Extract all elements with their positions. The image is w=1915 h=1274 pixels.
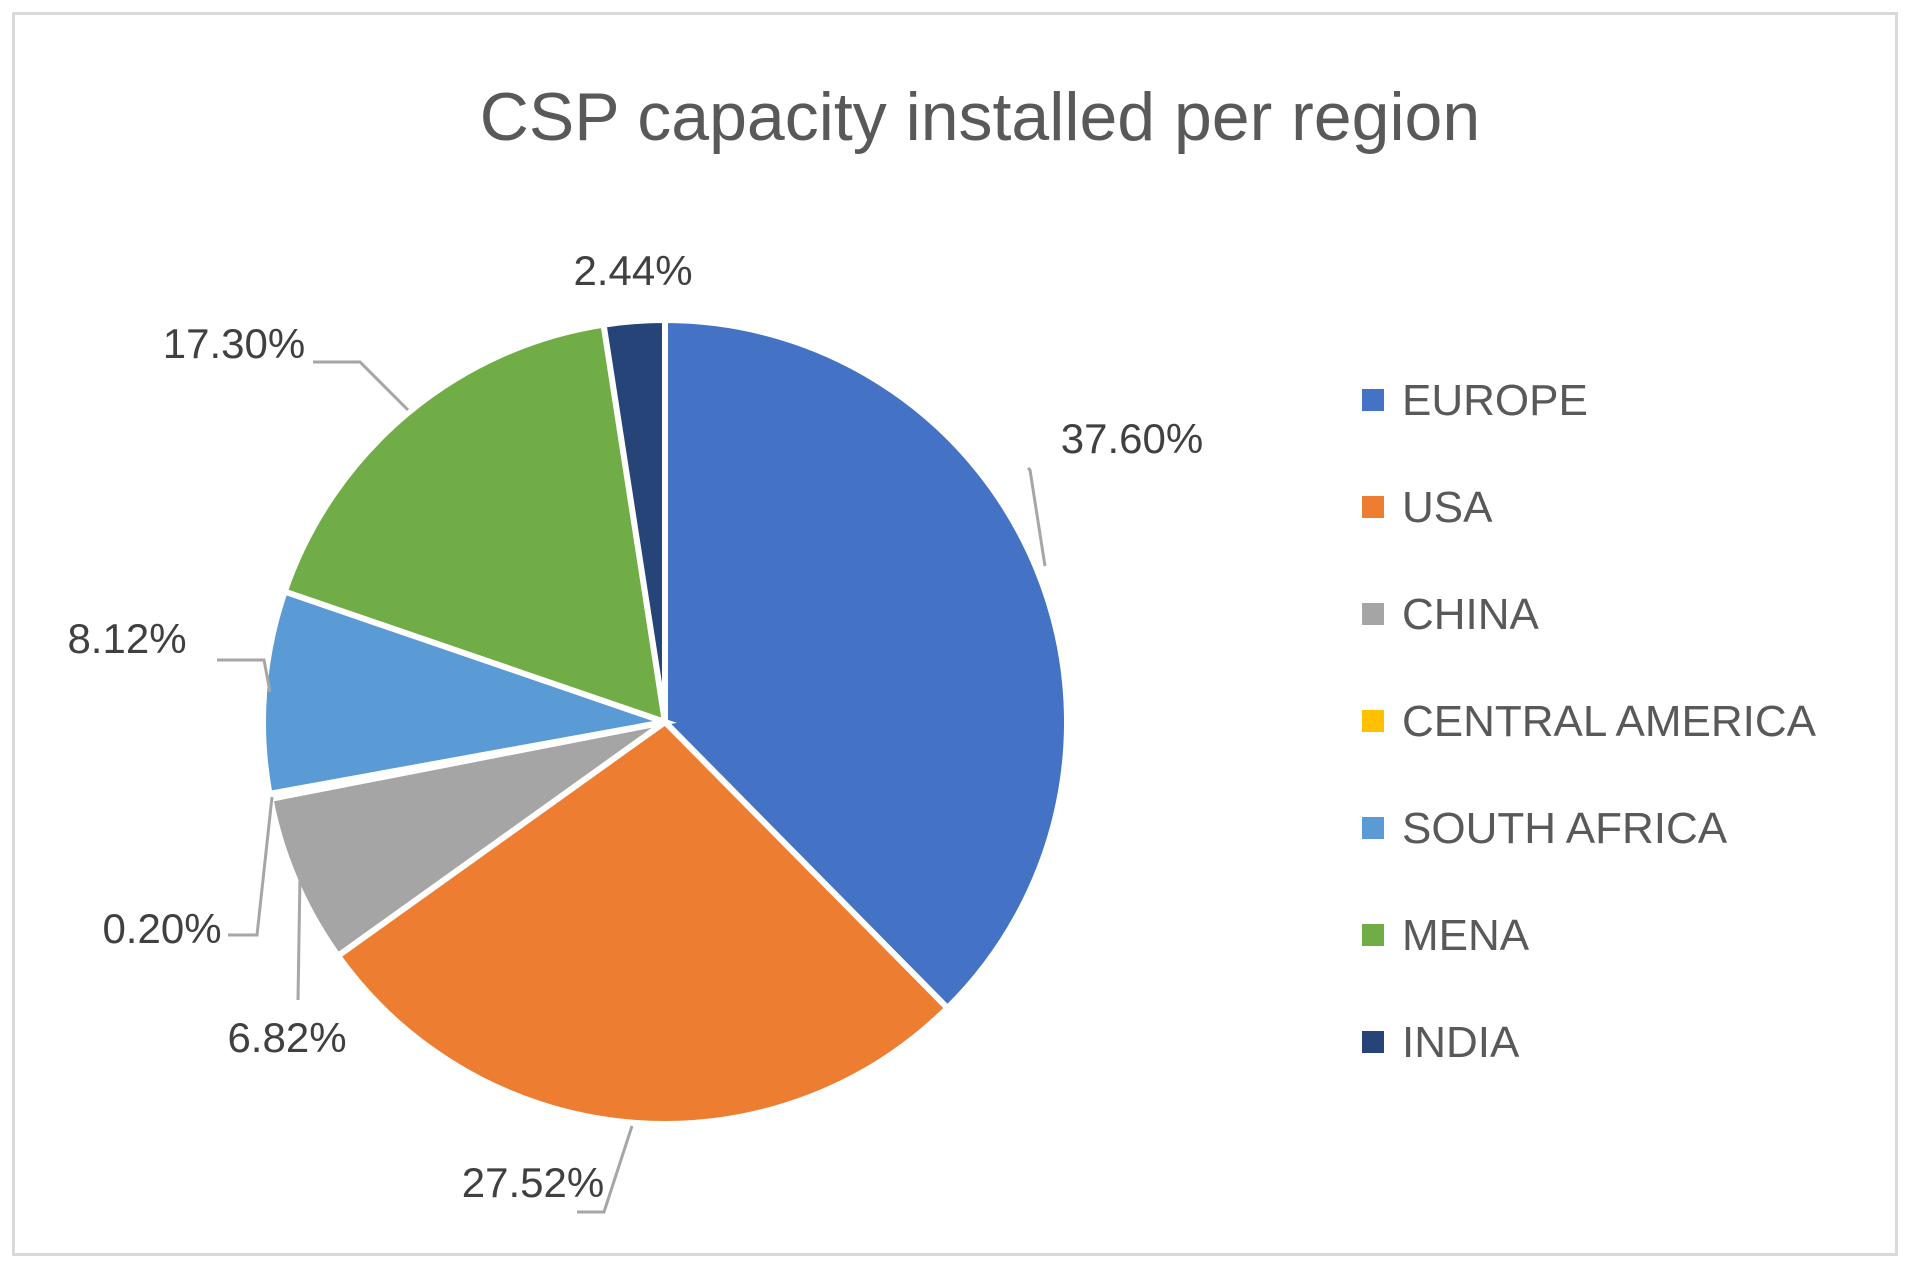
pie-slice-europe: [662, 316, 1070, 1013]
leader-line-central-america: [228, 796, 274, 937]
legend-swatch-south-africa: [1362, 817, 1384, 839]
legend-label-mena: MENA: [1402, 911, 1530, 960]
legend: EUROPE USA CHINA CENTRAL AMERICA SOUTH AFRIC…: [1362, 376, 1817, 1067]
legend-item-europe: EUROPE: [1362, 376, 1588, 425]
legend-label-usa: USA: [1402, 483, 1493, 532]
legend-label-europe: EUROPE: [1402, 376, 1588, 425]
data-labels: 37.60% 27.52% 6.82% 0.20% 8.12% 17.30% 2.44%: [67, 247, 1203, 1206]
legend-item-south-africa: SOUTH AFRICA: [1362, 804, 1728, 853]
data-label-europe: 37.60%: [1061, 415, 1203, 462]
legend-swatch-europe: [1362, 389, 1384, 411]
legend-swatch-mena: [1362, 924, 1384, 946]
legend-swatch-china: [1362, 603, 1384, 625]
pie-slice-india: [600, 316, 668, 723]
leader-line-mena: [313, 360, 410, 412]
leader-line-china: [296, 874, 302, 1001]
pie-slice-mena: [280, 321, 669, 727]
legend-item-india: INDIA: [1362, 1018, 1520, 1067]
leader-line-usa: [577, 1125, 634, 1214]
legend-swatch-india: [1362, 1031, 1384, 1053]
legend-label-china: CHINA: [1402, 590, 1540, 639]
data-label-central-america: 0.20%: [102, 905, 221, 952]
legend-label-india: INDIA: [1402, 1018, 1520, 1067]
data-label-mena: 17.30%: [163, 320, 305, 367]
leader-lines: [217, 360, 1047, 1214]
legend-item-china: CHINA: [1362, 590, 1540, 639]
legend-item-central-america: CENTRAL AMERICA: [1362, 697, 1817, 746]
pie-slice-usa: [333, 718, 952, 1127]
data-label-china: 6.82%: [227, 1014, 346, 1061]
data-label-south-africa: 8.12%: [67, 615, 186, 662]
legend-label-central-america: CENTRAL AMERICA: [1402, 697, 1817, 746]
pie-slice-south-africa: [260, 587, 677, 798]
legend-item-usa: USA: [1362, 483, 1493, 532]
leader-line-europe: [1026, 466, 1047, 567]
leader-line-south-africa: [217, 658, 272, 693]
pie-slices: [260, 316, 1070, 1127]
legend-swatch-central-america: [1362, 710, 1384, 732]
data-label-india: 2.44%: [573, 247, 692, 294]
legend-item-mena: MENA: [1362, 911, 1530, 960]
data-label-usa: 27.52%: [462, 1159, 604, 1206]
legend-swatch-usa: [1362, 496, 1384, 518]
chart-title: CSP capacity installed per region: [480, 79, 1480, 155]
legend-label-south-africa: SOUTH AFRICA: [1402, 804, 1728, 853]
